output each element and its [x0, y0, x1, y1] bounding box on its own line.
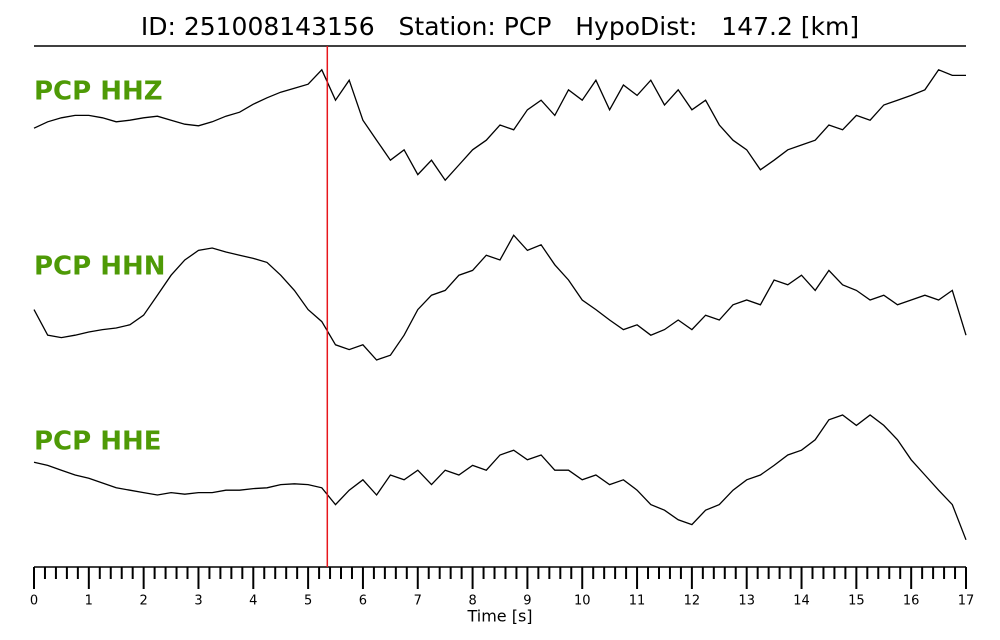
- trace: [33, 414, 967, 541]
- x-tick-label: 12: [684, 594, 701, 609]
- x-tick-label: 10: [574, 594, 591, 609]
- trace: [33, 234, 967, 361]
- x-tick-label: 13: [738, 594, 755, 609]
- trace-label: PCP HHN: [34, 252, 166, 282]
- x-axis-label: Time [s]: [466, 607, 532, 626]
- x-tick-label: 3: [194, 594, 202, 609]
- x-tick-label: 11: [629, 594, 646, 609]
- x-tick-label: 0: [30, 594, 38, 609]
- x-tick-label: 6: [359, 594, 367, 609]
- x-tick-label: 5: [304, 594, 312, 609]
- chart-title: ID: 251008143156 Station: PCP HypoDist: …: [141, 12, 859, 41]
- x-tick-label: 9: [523, 594, 531, 609]
- x-tick-label: 2: [140, 594, 148, 609]
- x-tick-label: 15: [848, 594, 865, 609]
- trace: [33, 68, 966, 182]
- trace-label: PCP HHZ: [34, 77, 163, 107]
- x-tick-label: 17: [958, 594, 975, 609]
- x-tick-label: 7: [414, 594, 422, 609]
- x-tick-label: 4: [249, 594, 257, 609]
- x-tick-label: 14: [793, 594, 810, 609]
- trace-label: PCP HHE: [34, 427, 162, 457]
- x-tick-label: 1: [85, 594, 93, 609]
- x-tick-label: 16: [903, 594, 920, 609]
- x-tick-label: 8: [468, 594, 476, 609]
